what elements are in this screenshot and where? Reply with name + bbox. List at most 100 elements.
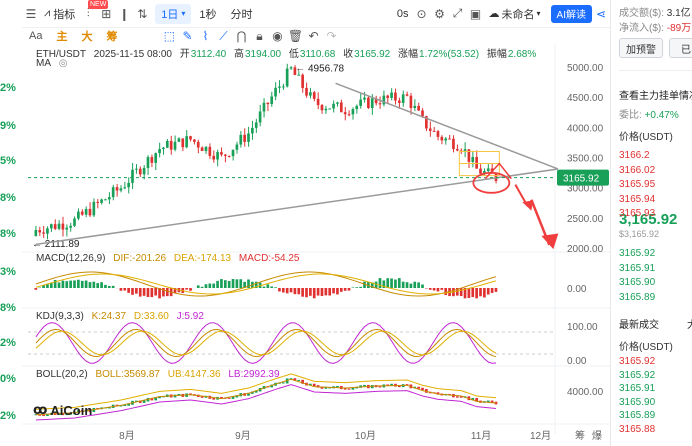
trash-icon[interactable]: 🗑︎ — [287, 29, 304, 43]
layout-icon[interactable]: ⊞ — [101, 6, 112, 21]
draw-item-main[interactable]: 主 — [56, 31, 68, 43]
bid-row[interactable]: 3165.92 — [619, 248, 656, 259]
close-label: 收 — [343, 49, 354, 60]
add-other-button[interactable]: 已 — [669, 38, 692, 58]
magnet-tool-icon[interactable]: ⋂ — [236, 29, 247, 43]
time-share-button[interactable]: 分时 — [230, 8, 253, 21]
candle-body — [355, 105, 359, 110]
macd-bar — [69, 280, 72, 288]
candle-body — [88, 208, 92, 216]
inflow-row: 净流入($): -89万 — [619, 19, 691, 34]
interval-1s[interactable]: 1秒 — [199, 8, 217, 21]
boll-candle — [459, 396, 463, 398]
price-legend: ETH/USDT 2025-11-15 08:00 开3112.40 高3194… — [36, 45, 541, 60]
ask-row[interactable]: 3165.93 — [619, 208, 656, 219]
low-marker: ← 2111.89 — [32, 239, 80, 250]
chart-style-icon[interactable]: ❙ — [119, 6, 130, 21]
bid-row[interactable]: 3165.90 — [619, 277, 656, 288]
candle-body — [390, 92, 393, 98]
macd-bar — [455, 288, 459, 296]
candle-body — [328, 108, 332, 110]
boll-candle — [42, 414, 45, 417]
add-alert-button[interactable]: 加预警 — [619, 38, 663, 58]
close-value: 3165.92 — [354, 49, 391, 60]
triangle-lower-line — [35, 168, 559, 246]
candle-body — [235, 144, 239, 150]
trade-row[interactable]: 3165.90 — [619, 396, 656, 408]
boll-candle — [455, 396, 459, 398]
trade-row[interactable]: 3165.88 — [619, 423, 656, 435]
ai-analyze-button[interactable]: AI解读 — [550, 4, 592, 23]
macd-legend: MACD(12,26,9) DIF:-201.26 DEA:-174.13 MA… — [36, 253, 304, 264]
path-tool-icon[interactable]: ⟋ — [219, 28, 228, 43]
tab-other[interactable]: 大 — [687, 316, 692, 331]
camera-icon[interactable]: ⊙ — [416, 6, 427, 21]
template-icon[interactable]: ▣ — [469, 6, 482, 21]
rect-tool-icon[interactable]: ⬚ — [163, 29, 176, 43]
candle-body — [475, 156, 478, 169]
time-axis-label: 9月 — [235, 430, 251, 442]
kdj-title[interactable]: KDJ(9,3,3) — [36, 311, 84, 322]
bid-row[interactable]: 3165.89 — [619, 291, 656, 303]
candle-body — [421, 110, 424, 117]
price-axis-label: 5000.00 — [567, 63, 604, 74]
eye-icon[interactable]: ◎ — [58, 58, 68, 69]
macd-bar — [158, 288, 161, 299]
macd-bar — [185, 288, 188, 290]
macd-axis-label: 0.00 — [567, 284, 587, 295]
macd-bar — [312, 288, 316, 299]
chart-canvas[interactable]: 5000.00 4500.00 4000.00 3500.00 3000.00 2500.… — [22, 44, 610, 446]
lock-tool-icon[interactable]: 🔒︎ — [256, 28, 263, 43]
ma-label[interactable]: MA — [36, 58, 51, 69]
unnamed-layout-button[interactable]: ☁ 未命名 ▾ — [485, 3, 545, 25]
macd-bar — [417, 282, 420, 288]
trade-row[interactable]: 3165.92 — [619, 356, 656, 367]
draw-item-big[interactable]: 大 — [81, 31, 93, 43]
text-tool-button[interactable]: Aa — [29, 30, 43, 42]
candle-body — [231, 149, 235, 157]
share-icon[interactable]: ⋖ — [595, 6, 607, 21]
trade-row[interactable]: 3165.89 — [619, 410, 656, 421]
boll-candle — [312, 383, 316, 387]
pen-tool-icon[interactable]: ✎ — [182, 29, 193, 43]
indicator-button[interactable]: ⩘ 指标 — [40, 3, 79, 25]
redo-icon[interactable]: ↷ — [326, 29, 337, 43]
candle-body — [305, 87, 308, 96]
tab-latest-trades[interactable]: 最新成交 — [619, 320, 659, 331]
boll-title[interactable]: BOLL(20,2) — [36, 369, 88, 380]
candle-type-icon[interactable]: ⫶ — [86, 6, 90, 20]
settings-icon[interactable]: ⚙ — [434, 6, 445, 21]
candle-body — [227, 155, 231, 157]
candle-body — [138, 168, 142, 175]
macd-title[interactable]: MACD(12,26,9) — [36, 253, 106, 264]
ask-row[interactable]: 3166.02 — [619, 164, 656, 176]
trade-row[interactable]: 3165.92 — [619, 369, 656, 381]
fullscreen-icon[interactable]: ⤢ — [452, 6, 463, 20]
macd-bar — [359, 286, 362, 288]
candle-body — [158, 149, 161, 154]
trade-row[interactable]: 3165.91 — [619, 383, 656, 394]
orderbook-title[interactable]: 查看主力挂单情况 — [619, 91, 692, 102]
bid-row[interactable]: 3165.91 — [619, 262, 656, 274]
macd-bar — [394, 279, 397, 288]
compare-icon[interactable]: ⇅ — [137, 6, 148, 21]
menu-icon[interactable]: ☰ — [25, 6, 37, 21]
ask-row[interactable]: 3165.94 — [619, 193, 656, 205]
inflow-value: -89万 — [666, 23, 692, 34]
macd-bar — [146, 288, 150, 297]
macd-bar — [239, 279, 243, 288]
candle-body — [347, 114, 351, 116]
ask-row[interactable]: 3166.2 — [619, 150, 650, 161]
interval-select[interactable]: 1日 ▾ — [155, 3, 192, 24]
candle-body — [463, 149, 467, 151]
candle-body — [239, 134, 243, 145]
eye-tool-icon[interactable]: ◉ — [272, 29, 283, 43]
ask-row[interactable]: 3165.95 — [619, 179, 656, 190]
candle-body — [142, 167, 146, 175]
draw-item-chips[interactable]: 筹 — [106, 31, 118, 43]
macd-bar — [119, 288, 123, 291]
brush-tool-icon[interactable]: ⌇ — [202, 29, 209, 43]
macd-bar — [231, 279, 235, 288]
undo-icon[interactable]: ↶ — [308, 29, 319, 43]
refresh-seconds[interactable]: 0s — [396, 7, 409, 20]
